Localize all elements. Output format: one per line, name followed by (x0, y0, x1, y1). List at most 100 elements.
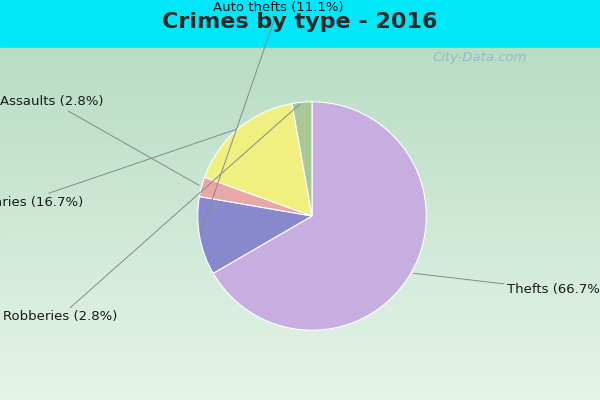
Bar (0, 283, 600, 286)
Bar (0, 212, 600, 215)
Bar (0, 332, 600, 336)
Bar (0, 51, 600, 54)
Bar (0, 80, 600, 83)
Bar (0, 344, 600, 347)
Bar (0, 127, 600, 130)
Bar (0, 74, 600, 77)
Bar (0, 68, 600, 72)
Bar (0, 192, 600, 195)
Bar (0, 380, 600, 382)
Bar (0, 221, 600, 224)
Bar (0, 116, 600, 118)
Wedge shape (205, 104, 312, 216)
Bar (0, 48, 600, 51)
Bar (0, 350, 600, 353)
Bar (0, 171, 600, 174)
Bar (0, 148, 600, 151)
Bar (0, 353, 600, 356)
Bar (0, 286, 600, 288)
Bar (0, 368, 600, 371)
Bar (0, 54, 600, 57)
Bar (0, 288, 600, 292)
Bar (0, 297, 600, 300)
Bar (0, 168, 600, 171)
Bar (0, 66, 600, 68)
Wedge shape (199, 177, 312, 216)
Bar (0, 86, 600, 89)
Bar (0, 356, 600, 359)
Text: Assaults (2.8%): Assaults (2.8%) (0, 95, 199, 185)
Bar (0, 77, 600, 80)
Bar (0, 72, 600, 74)
Bar (0, 186, 600, 189)
Bar (0, 312, 600, 315)
Bar (0, 365, 600, 368)
Bar (0, 118, 600, 121)
Bar (0, 174, 600, 177)
Bar (0, 391, 600, 394)
Bar (0, 277, 600, 280)
Bar (0, 230, 600, 233)
Bar (0, 227, 600, 230)
Bar (0, 162, 600, 165)
Bar (0, 133, 600, 136)
Bar (0, 300, 600, 303)
Text: City-Data.com: City-Data.com (433, 52, 527, 64)
Bar (0, 104, 600, 107)
Wedge shape (213, 102, 426, 330)
Bar (0, 98, 600, 101)
Bar (0, 253, 600, 256)
Bar (0, 382, 600, 385)
Bar (0, 224, 600, 227)
Bar (0, 385, 600, 388)
Bar (0, 394, 600, 397)
Bar (0, 388, 600, 391)
Bar (0, 160, 600, 162)
Bar (0, 292, 600, 294)
Bar (0, 206, 600, 209)
Bar (0, 151, 600, 154)
Bar (0, 180, 600, 183)
Text: Auto thefts (11.1%): Auto thefts (11.1%) (200, 1, 344, 234)
Bar (0, 309, 600, 312)
Bar (0, 303, 600, 306)
Bar (0, 92, 600, 95)
Bar (0, 209, 600, 212)
Bar (0, 107, 600, 110)
Bar (0, 112, 600, 116)
Bar (0, 195, 600, 198)
Bar (0, 244, 600, 248)
Bar (0, 204, 600, 206)
Bar (0, 248, 600, 250)
Bar (0, 347, 600, 350)
Bar (0, 60, 600, 63)
Bar (0, 259, 600, 262)
Bar (0, 324, 600, 327)
Bar (0, 397, 600, 400)
Bar (0, 130, 600, 133)
Text: Robberies (2.8%): Robberies (2.8%) (3, 104, 300, 323)
Text: Thefts (66.7%): Thefts (66.7%) (414, 273, 600, 296)
Bar (0, 110, 600, 112)
Bar (0, 156, 600, 160)
Bar (0, 233, 600, 236)
Bar (0, 271, 600, 274)
Bar (0, 142, 600, 145)
Bar (0, 265, 600, 268)
Bar (0, 189, 600, 192)
Text: Burglaries (16.7%): Burglaries (16.7%) (0, 130, 236, 209)
Bar (0, 165, 600, 168)
Bar (0, 294, 600, 297)
Bar (0, 268, 600, 271)
Bar (0, 336, 600, 338)
Bar (0, 362, 600, 365)
Bar (0, 215, 600, 218)
Bar (0, 376, 600, 380)
Bar (0, 236, 600, 239)
Bar (0, 154, 600, 156)
Bar (0, 198, 600, 200)
Bar (0, 136, 600, 139)
Bar (0, 57, 600, 60)
Bar (0, 338, 600, 341)
Bar (0, 183, 600, 186)
